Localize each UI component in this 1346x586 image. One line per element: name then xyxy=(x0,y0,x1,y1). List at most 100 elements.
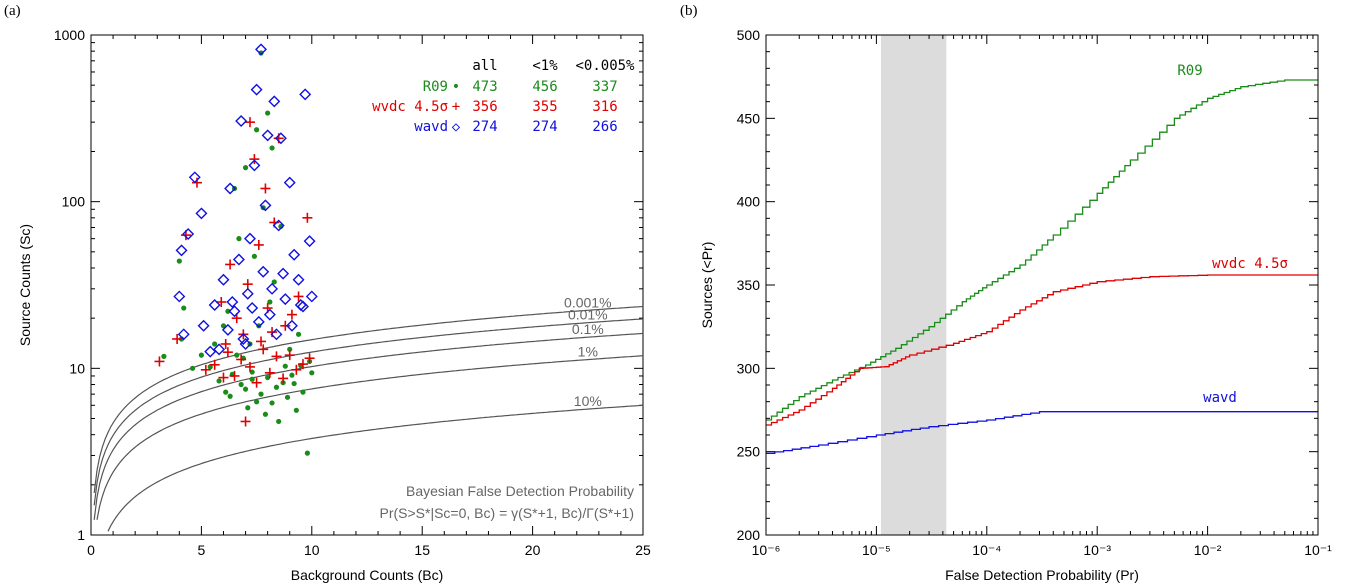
point-r09 xyxy=(291,380,297,387)
point-wvdc xyxy=(251,377,262,388)
point-r09 xyxy=(300,389,306,395)
y-tick-label: 1000 xyxy=(54,27,85,43)
panel-a-annotation-title: Bayesian False Detection Probability xyxy=(406,483,634,499)
legend-header-lt0005: <0.005% xyxy=(575,58,635,74)
point-wvdc xyxy=(222,347,233,358)
legend-row-wavd-all: 274 xyxy=(472,119,497,135)
x-tick-label: 15 xyxy=(414,542,430,558)
panel-b-label: (b) xyxy=(680,3,698,19)
legend-row-wvdc-all: 356 xyxy=(472,99,497,115)
point-wavd xyxy=(224,182,237,195)
contour-line xyxy=(107,404,644,532)
y-tick-label: 10 xyxy=(69,360,85,376)
point-r09 xyxy=(269,145,275,151)
panel-a-plot-frame xyxy=(90,34,644,536)
x-tick-label: 10⁻¹ xyxy=(1304,542,1332,558)
point-wavd xyxy=(208,298,221,311)
y-tick-label: 1 xyxy=(77,527,85,543)
contour-label: 1% xyxy=(578,344,598,360)
point-wavd xyxy=(261,129,274,142)
point-r09 xyxy=(223,389,229,395)
series-label: wvdc 4.5σ xyxy=(1212,256,1288,272)
panel-a-points xyxy=(154,43,318,456)
point-wavd xyxy=(272,219,285,232)
point-wvdc xyxy=(253,239,264,250)
series-label: R09 xyxy=(1177,63,1202,79)
panel-a: (a) 0 5 10 15 20 25 1 10 100 1000 0.001%0.01%0.1%… xyxy=(4,3,651,583)
x-tick-label: 25 xyxy=(635,542,651,558)
point-r09 xyxy=(242,386,249,392)
x-tick-label: 10⁻² xyxy=(1194,542,1222,558)
point-r09 xyxy=(309,370,315,376)
y-tick-label: 300 xyxy=(737,360,761,376)
point-wavd xyxy=(252,315,265,328)
point-wvdc xyxy=(220,338,231,349)
point-r09 xyxy=(258,50,264,56)
point-wavd xyxy=(213,343,226,356)
contour-label: 0.1% xyxy=(572,321,604,337)
point-r09 xyxy=(245,405,251,411)
point-r09 xyxy=(265,110,271,116)
point-wavd xyxy=(248,159,261,172)
point-r09 xyxy=(258,391,264,397)
series-line xyxy=(766,274,1318,426)
point-wavd xyxy=(182,227,195,240)
panel-a-ticks xyxy=(90,34,644,536)
point-wvdc xyxy=(242,279,253,290)
legend-header-lt1: <1% xyxy=(532,58,558,74)
panel-a-y-axis-label: Source Counts (Sc) xyxy=(17,224,33,346)
point-wavd xyxy=(173,290,186,303)
point-wavd xyxy=(188,171,201,184)
point-r09 xyxy=(249,376,255,382)
point-wvdc xyxy=(286,309,297,320)
shaded-band xyxy=(880,35,947,535)
point-r09 xyxy=(212,341,218,347)
series-line xyxy=(766,79,1318,421)
point-wavd xyxy=(177,328,190,341)
point-wavd xyxy=(299,88,312,101)
y-tick-label: 450 xyxy=(737,110,761,126)
point-r09 xyxy=(189,365,196,371)
point-r09 xyxy=(256,323,262,329)
y-tick-label: 400 xyxy=(737,194,761,210)
legend-row-r09-lt0005: 337 xyxy=(592,79,617,95)
panel-b: (b) 10⁻⁶ 10⁻⁵ 10⁻⁴ 10⁻³ 10⁻² 10⁻¹ 200 250 300 350… xyxy=(680,3,1332,583)
point-wvdc xyxy=(291,364,302,375)
point-wavd xyxy=(288,248,301,261)
x-tick-label: 10⁻³ xyxy=(1083,542,1111,558)
contour-label: 0.001% xyxy=(564,294,611,310)
panel-a-contours: 0.001%0.01%0.1% 1% 10% xyxy=(93,294,644,532)
legend-header-all: all xyxy=(472,58,497,74)
point-r09 xyxy=(304,450,310,456)
panel-a-label: (a) xyxy=(4,3,21,19)
point-r09 xyxy=(284,394,291,400)
y-tick-label: 100 xyxy=(62,194,86,210)
legend-row-r09-all: 473 xyxy=(472,79,497,95)
point-wavd xyxy=(274,132,287,145)
point-r09 xyxy=(176,258,182,264)
contour-line xyxy=(93,332,644,520)
point-r09 xyxy=(295,331,302,337)
x-tick-label: 10⁻⁵ xyxy=(862,542,891,558)
point-wvdc xyxy=(225,259,236,270)
point-wavd xyxy=(195,207,208,220)
point-wavd xyxy=(283,176,296,189)
series-line xyxy=(766,411,1318,454)
point-wvdc xyxy=(229,370,240,381)
point-wavd xyxy=(243,232,256,245)
panel-b-ticks xyxy=(765,34,1319,536)
point-r09 xyxy=(262,411,269,417)
point-wavd xyxy=(226,296,239,308)
panel-a-x-axis-label: Background Counts (Bc) xyxy=(291,567,444,583)
legend-row-wvdc-lt1: 355 xyxy=(532,99,557,115)
y-tick-label: 500 xyxy=(737,27,761,43)
point-r09 xyxy=(236,236,242,242)
legend-row-wvdc-symbol: + xyxy=(452,99,460,115)
point-r09 xyxy=(269,400,275,406)
point-wavd xyxy=(232,253,245,266)
point-wvdc xyxy=(218,372,229,383)
point-r09 xyxy=(254,399,260,405)
point-wavd xyxy=(303,235,316,248)
point-wvdc xyxy=(236,354,247,365)
